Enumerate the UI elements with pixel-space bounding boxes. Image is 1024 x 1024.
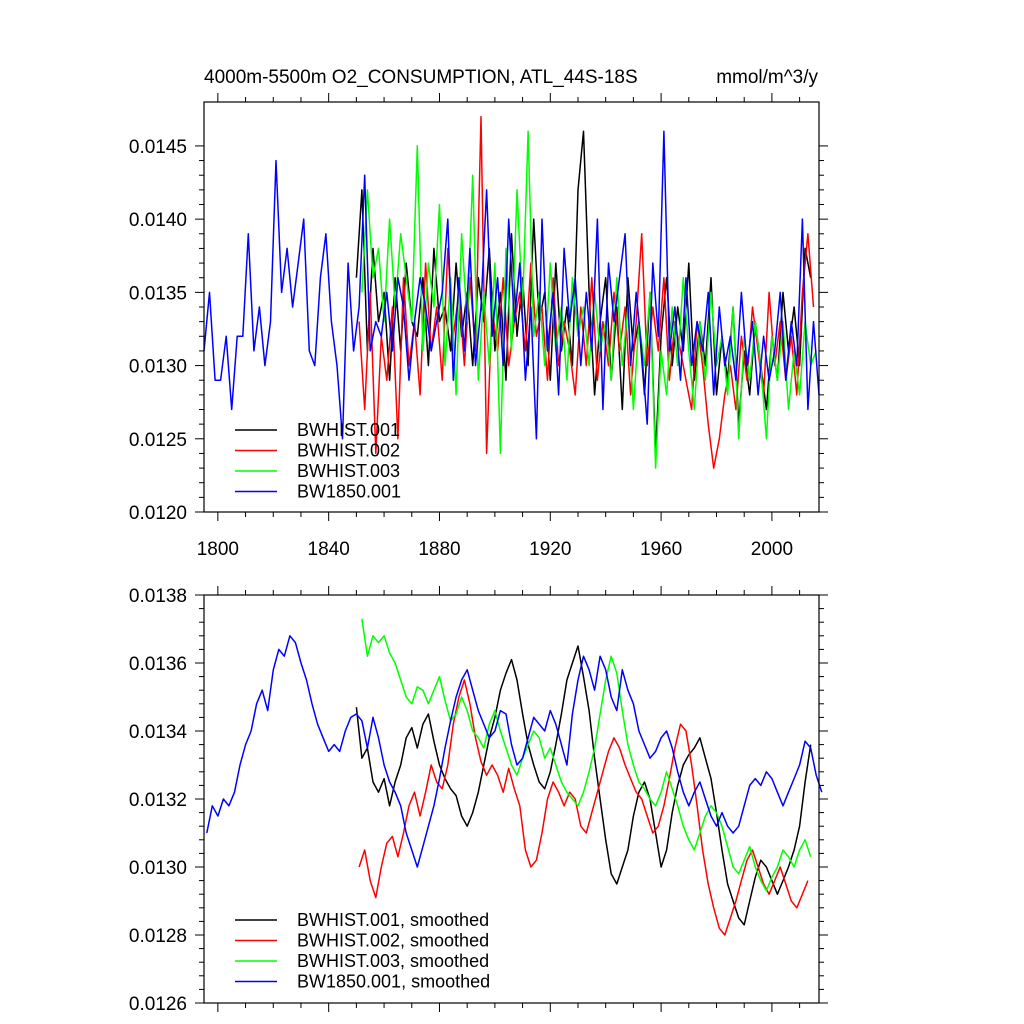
- chart-title: 4000m-5500m O2_CONSUMPTION, ATL_44S-18S: [204, 67, 638, 88]
- bottom-panel: 0.0126 0.0128 0.0130 0.0132 0.0134 0.0136 0.01…: [129, 586, 828, 1015]
- y-tick-label: 0.0140: [129, 210, 187, 231]
- series-line-bottom-1: [358, 679, 809, 936]
- legend-label: BWHIST.001: [297, 420, 400, 440]
- series-line-bottom-0: [355, 645, 812, 926]
- x-tick-label: 1920: [529, 539, 571, 560]
- series-line-top-2: [361, 130, 817, 469]
- y-tick-label: 0.0136: [129, 654, 187, 675]
- legend-label: BWHIST.002, smoothed: [297, 931, 489, 951]
- y-tick-label: 0.0125: [129, 430, 187, 451]
- series-line-bottom-2: [361, 618, 812, 892]
- units-label: mmol/m^3/y: [716, 67, 818, 88]
- legend-label: BW1850.001, smoothed: [297, 972, 490, 992]
- y-tick-label: 0.0138: [129, 586, 187, 607]
- series-line-top-1: [358, 115, 815, 469]
- y-tick-label: 0.0132: [129, 790, 187, 811]
- y-tick-label: 0.0145: [129, 137, 187, 158]
- y-tick-label: 0.0130: [129, 357, 187, 378]
- y-tick-label: 0.0128: [129, 926, 187, 947]
- top-panel: 1800 1840 1880 1920 1960 2000 0.0120 0.0125 0.01…: [129, 93, 828, 560]
- series-line-bottom-3: [206, 635, 823, 868]
- legend-label: BWHIST.003, smoothed: [297, 951, 489, 971]
- y-tick-label: 0.0134: [129, 722, 188, 743]
- x-tick-label: 1840: [308, 539, 350, 560]
- legend-label: BWHIST.001, smoothed: [297, 910, 489, 930]
- y-tick-label: 0.0130: [129, 858, 187, 879]
- series-line-top-3: [203, 130, 820, 440]
- y-tick-label: 0.0126: [129, 994, 187, 1015]
- x-tick-label: 2000: [751, 539, 793, 560]
- legend-label: BWHIST.003: [297, 461, 400, 481]
- y-tick-label: 0.0120: [129, 503, 187, 524]
- x-tick-label: 1880: [418, 539, 460, 560]
- y-tick-label: 0.0135: [129, 283, 187, 304]
- legend-label: BW1850.001: [297, 482, 401, 502]
- legend-label: BWHIST.002: [297, 441, 400, 461]
- x-tick-label: 1960: [640, 539, 682, 560]
- x-tick-label: 1800: [197, 539, 239, 560]
